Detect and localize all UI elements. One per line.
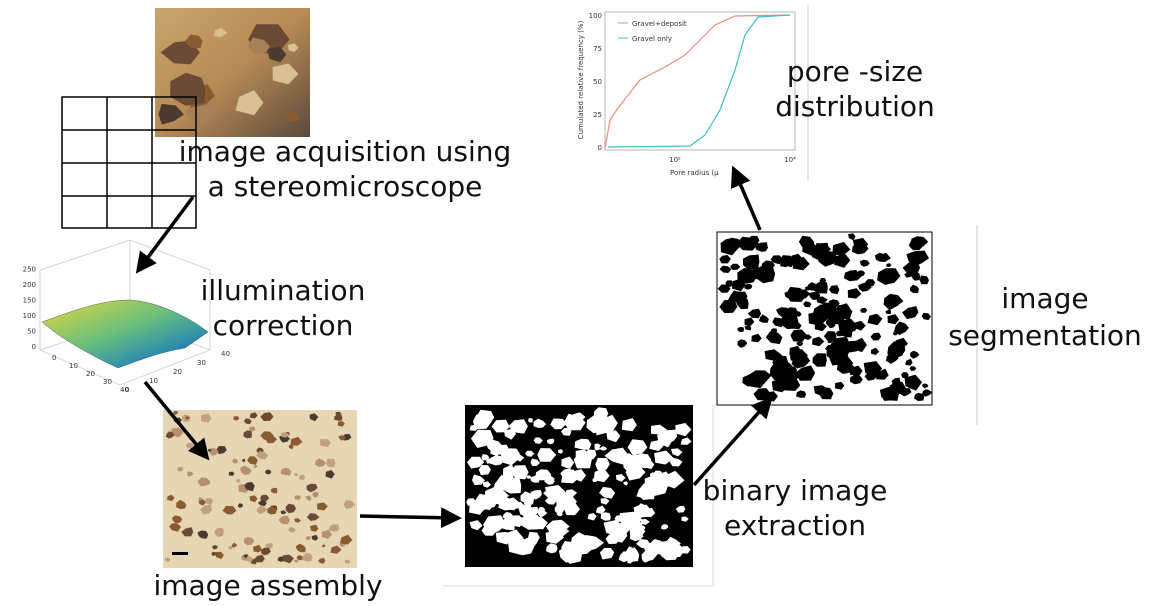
node-label: segmentation (948, 319, 1142, 352)
y-tick-label: 100 (589, 12, 602, 20)
y-axis-label: Cumulated relative frequency (%) (577, 20, 585, 139)
legend-entry: Gravel+deposit (632, 20, 687, 28)
node-label: correction (213, 309, 354, 342)
node-label: image (1001, 282, 1088, 315)
x-tick-label: 20 (86, 370, 95, 378)
z-tick-label: 250 (23, 266, 36, 274)
y-tick-label: 20 (173, 368, 182, 376)
node-label: illumination (201, 274, 366, 307)
y-tick-label: 25 (593, 111, 602, 119)
z-tick-label: 0 (32, 343, 36, 351)
z-tick-label: 200 (23, 281, 36, 289)
x-tick-label: 0 (52, 354, 56, 362)
assembled-image (163, 410, 357, 568)
z-tick-label: 150 (23, 297, 36, 305)
y-tick-label: 30 (197, 359, 206, 367)
node-label: pore -size (787, 55, 923, 88)
x-tick-label: 30 (103, 378, 112, 386)
x-tick-label: 10⁴ (784, 156, 796, 164)
x-tick-label: 10² (669, 156, 681, 164)
y-tick-label: 0 (125, 386, 129, 394)
node-label: binary image (703, 474, 888, 507)
node-label: image acquisition using (179, 135, 512, 168)
diagram: 050100150200250010203040010203040 025507… (0, 0, 1154, 606)
y-tick-label: 0 (598, 144, 602, 152)
z-tick-label: 100 (23, 312, 36, 320)
node-label: distribution (775, 90, 935, 123)
surface-plot (8, 233, 243, 405)
x-tick-label: 10 (69, 362, 78, 370)
node-label: extraction (724, 509, 866, 542)
y-tick-label: 50 (593, 78, 602, 86)
node-label: image assembly (153, 569, 382, 602)
y-tick-label: 40 (221, 350, 230, 358)
y-tick-label: 10 (149, 377, 158, 385)
x-axis-label: Pore radius (μ (670, 169, 719, 177)
y-tick-label: 75 (593, 45, 602, 53)
node-label: a stereomicroscope (208, 170, 483, 203)
legend-entry: Gravel only (632, 35, 672, 43)
scale-bar (172, 552, 188, 555)
inset-chart (570, 5, 808, 180)
z-tick-label: 50 (27, 328, 36, 336)
